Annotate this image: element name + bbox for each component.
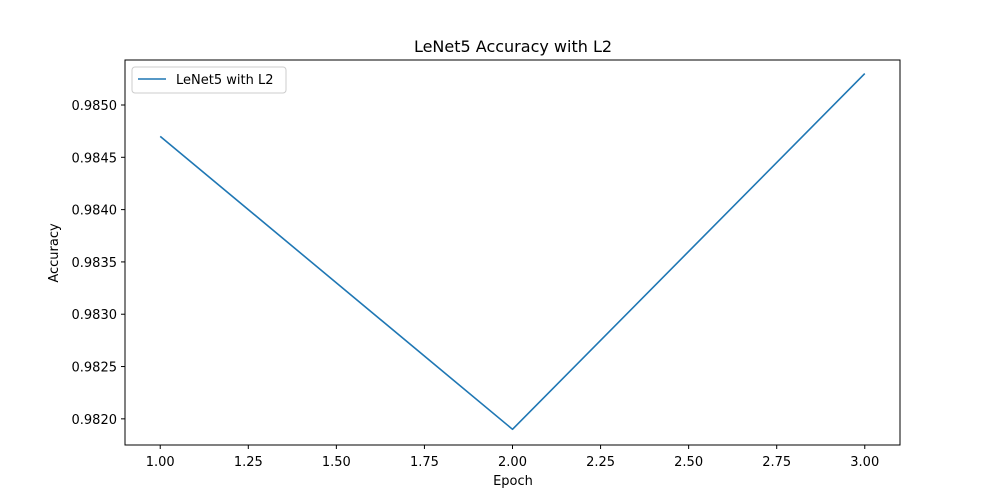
legend: LeNet5 with L2 <box>131 66 287 94</box>
chart-title: LeNet5 Accuracy with L2 <box>414 37 612 56</box>
y-tick-label: 0.9850 <box>72 99 118 114</box>
x-axis-label: Epoch <box>493 474 533 489</box>
x-axis: 1.00 1.25 1.50 1.75 2.00 2.25 2.50 2.75 3.00 <box>146 445 879 470</box>
y-tick-label: 0.9835 <box>72 256 118 271</box>
legend-box <box>131 66 287 94</box>
x-tick-label: 2.25 <box>586 455 615 470</box>
x-tick-label: 1.75 <box>410 455 439 470</box>
x-tick-label: 2.00 <box>498 455 527 470</box>
plot-frame <box>124 59 901 446</box>
y-tick-label: 0.9830 <box>72 308 118 323</box>
y-axis: 0.9820 0.9825 0.9830 0.9835 0.9840 0.9845 0.98… <box>72 99 125 428</box>
series-line <box>159 73 866 431</box>
plot-area <box>159 73 866 431</box>
y-tick-label: 0.9845 <box>72 151 118 166</box>
x-tick-label: 3.00 <box>850 455 879 470</box>
y-tick-label: 0.9820 <box>72 413 118 428</box>
x-tick-label: 1.25 <box>234 455 263 470</box>
y-axis-label: Accuracy <box>47 223 62 283</box>
y-tick-label: 0.9840 <box>72 204 118 219</box>
y-tick-label: 0.9825 <box>72 361 118 376</box>
x-tick-label: 1.50 <box>322 455 351 470</box>
x-tick-label: 2.75 <box>762 455 791 470</box>
x-tick-label: 1.00 <box>146 455 175 470</box>
legend-label: LeNet5 with L2 <box>176 73 273 88</box>
x-tick-label: 2.50 <box>674 455 703 470</box>
